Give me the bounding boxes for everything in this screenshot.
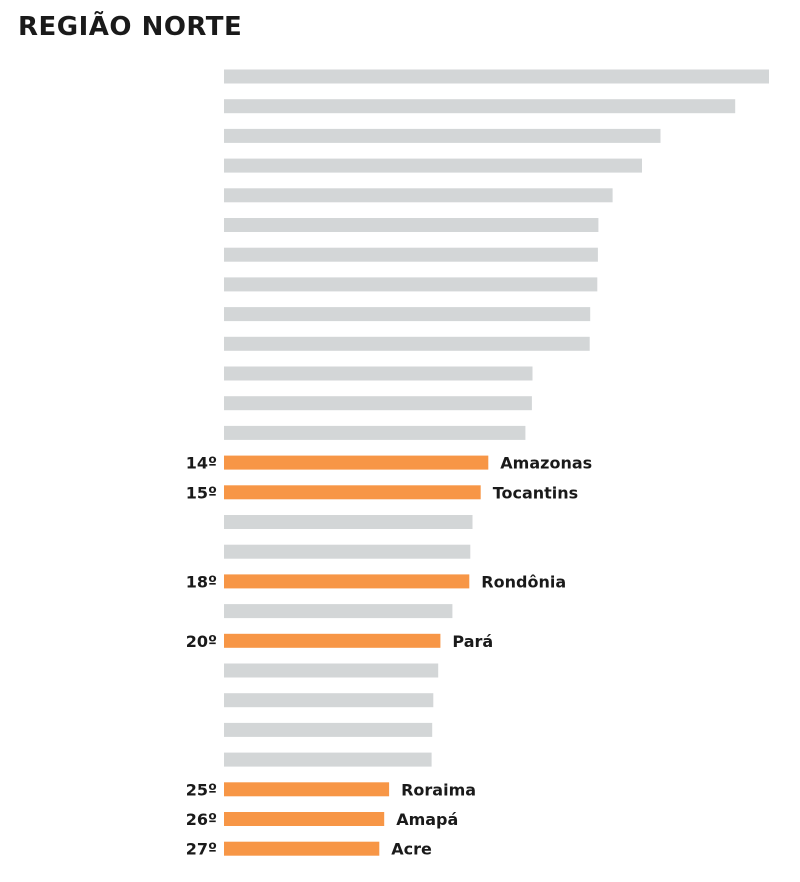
bar-highlight	[224, 455, 489, 470]
rank-label: 26º	[186, 810, 217, 829]
state-label: Amapá	[396, 810, 458, 829]
bar-highlight	[224, 782, 390, 797]
bar	[224, 188, 613, 203]
bar-highlight	[224, 841, 380, 856]
bar	[224, 693, 434, 708]
rank-label: 14º	[186, 454, 217, 473]
bar	[224, 277, 598, 292]
bar	[224, 336, 590, 351]
state-label: Rondônia	[481, 572, 566, 591]
bar	[224, 544, 471, 559]
bar	[224, 722, 433, 737]
bar	[224, 663, 439, 678]
bar	[224, 425, 526, 440]
state-label: Roraima	[401, 780, 476, 799]
bar	[224, 604, 453, 619]
bar	[224, 218, 599, 232]
bar-highlight	[224, 574, 470, 589]
state-label: Acre	[391, 840, 432, 859]
bar	[224, 515, 473, 529]
bar	[224, 307, 591, 322]
bar-highlight	[224, 633, 441, 648]
bar	[224, 752, 432, 767]
labels-group: 14º Amazonas 15º Tocantins 18º Rondônia 20º Par…	[186, 454, 592, 859]
bar	[224, 128, 661, 143]
state-label: Pará	[452, 632, 493, 651]
bar-highlight	[224, 812, 385, 826]
state-label: Tocantins	[493, 483, 579, 502]
bar	[224, 247, 598, 262]
bar-highlight	[224, 485, 481, 500]
bar	[224, 366, 533, 381]
chart-title: REGIÃO NORTE	[18, 12, 243, 42]
bar	[224, 158, 642, 173]
bar	[224, 69, 769, 84]
rank-label: 18º	[186, 572, 217, 591]
bar	[224, 396, 532, 411]
bars-group	[224, 69, 769, 856]
rank-label: 20º	[186, 632, 217, 651]
rank-label: 27º	[186, 840, 217, 859]
rank-label: 25º	[186, 780, 217, 799]
state-label: Amazonas	[500, 454, 592, 473]
bar	[224, 99, 736, 114]
rank-label: 15º	[186, 483, 217, 502]
